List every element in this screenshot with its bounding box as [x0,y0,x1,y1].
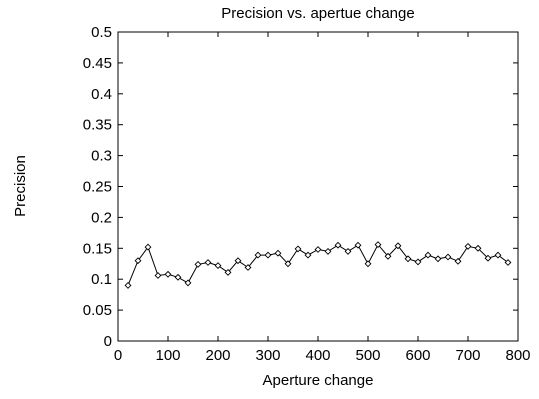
x-tick-label: 100 [155,347,180,364]
y-tick-label: 0.45 [83,55,112,72]
data-point [434,255,442,263]
data-point [334,241,342,249]
data-point [354,241,362,249]
y-tick-label: 0.3 [91,148,112,165]
data-point [244,264,252,271]
data-point [364,260,372,268]
data-point [124,281,132,289]
x-tick-label: 500 [355,347,380,364]
x-tick-label: 800 [505,347,530,364]
data-point [254,251,262,259]
y-tick-label: 0.2 [91,209,112,226]
y-tick-label: 0.5 [91,24,112,41]
data-point [224,268,232,276]
data-point [174,273,182,281]
data-point [314,246,322,253]
y-tick-label: 0.25 [83,179,112,196]
x-tick-label: 0 [114,347,122,364]
data-point [214,262,222,270]
y-tick-label: 0.4 [91,86,112,103]
data-point [204,259,212,266]
x-tick-label: 400 [305,347,330,364]
y-tick-label: 0 [104,333,112,350]
x-tick-label: 600 [405,347,430,364]
x-tick-label: 300 [255,347,280,364]
data-point [294,245,302,253]
data-point [504,259,512,266]
data-point [474,244,482,252]
y-tick-label: 0.1 [91,271,112,288]
data-point [344,247,352,255]
data-point [484,254,492,262]
data-point [324,247,332,255]
data-point [134,257,142,265]
data-point [384,252,392,260]
data-point [304,251,312,259]
y-tick-label: 0.05 [83,302,112,319]
data-point [494,251,502,259]
y-tick-label: 0.35 [83,117,112,134]
plot-frame [117,31,519,342]
data-point [374,241,382,249]
y-tick-label: 0.15 [83,240,112,257]
y-axis: 0 0.05 0.1 0.15 0.2 0.25 0.3 0.35 0.4 0.45 0.5 [83,24,518,350]
data-point [144,243,152,251]
data-point [464,242,472,250]
x-tick-label: 700 [455,347,480,364]
data-point [164,270,172,278]
data-point [264,251,272,259]
y-axis-label: Precision [12,155,29,217]
data-point [194,260,202,268]
x-tick-label: 200 [205,347,230,364]
series-markers [124,241,512,289]
data-point [184,279,192,287]
data-point [454,257,462,265]
x-axis-label: Aperture change [263,372,374,389]
data-point [404,255,412,263]
chart-title: Precision vs. apertue change [221,5,414,22]
x-axis: 0 100 200 300 400 500 600 700 800 [114,32,531,364]
data-point [274,249,282,257]
data-point [234,257,242,265]
data-point [284,260,292,268]
data-point [414,258,422,266]
data-point [424,251,432,259]
data-point [154,272,162,279]
data-point [444,253,452,261]
data-point [394,242,402,250]
